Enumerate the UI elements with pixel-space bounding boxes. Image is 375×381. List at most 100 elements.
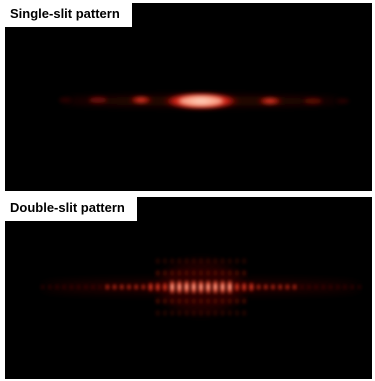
faint-fringe bbox=[191, 258, 197, 264]
faint-fringe bbox=[241, 298, 247, 304]
interference-fringe bbox=[211, 278, 219, 296]
interference-fringe bbox=[83, 284, 89, 290]
faint-fringe bbox=[169, 298, 175, 304]
interference-fringe bbox=[321, 284, 326, 290]
faint-fringe bbox=[198, 270, 204, 276]
interference-fringe bbox=[248, 281, 255, 293]
interference-fringe bbox=[47, 284, 53, 290]
faint-fringe bbox=[198, 258, 204, 264]
faint-fringe bbox=[162, 258, 168, 264]
faint-fringe bbox=[213, 298, 218, 304]
interference-fringe bbox=[270, 283, 276, 291]
faint-fringe bbox=[234, 298, 240, 304]
faint-fringe bbox=[162, 298, 168, 304]
faint-fringe bbox=[155, 310, 161, 316]
faint-fringe bbox=[162, 310, 168, 316]
faint-fringe bbox=[220, 258, 226, 264]
interference-fringe bbox=[190, 278, 198, 296]
faint-fringe bbox=[198, 310, 204, 316]
faint-fringe bbox=[234, 310, 240, 316]
interference-fringe bbox=[255, 283, 262, 291]
interference-fringe bbox=[219, 278, 227, 296]
interference-fringe bbox=[263, 283, 269, 291]
faint-fringe bbox=[177, 258, 182, 264]
faint-fringe bbox=[213, 310, 218, 316]
interference-fringe bbox=[342, 284, 348, 290]
faint-fringe bbox=[213, 270, 218, 276]
faint-fringe bbox=[227, 310, 233, 316]
interference-fringe bbox=[54, 284, 60, 290]
faint-fringe bbox=[227, 258, 233, 264]
faint-fringe bbox=[177, 298, 182, 304]
faint-fringe bbox=[184, 258, 190, 264]
faint-fringe bbox=[184, 270, 190, 276]
faint-fringe bbox=[191, 270, 197, 276]
interference-fringe bbox=[357, 284, 362, 290]
interference-fringe bbox=[168, 278, 176, 296]
faint-fringe bbox=[220, 270, 226, 276]
faint-fringe bbox=[205, 298, 211, 304]
interference-fringe bbox=[335, 284, 341, 290]
faint-fringe bbox=[198, 298, 204, 304]
interference-fringe bbox=[349, 284, 355, 290]
interference-fringe bbox=[61, 284, 67, 290]
double-slit-label: Double-slit pattern bbox=[5, 197, 137, 221]
interference-fringe bbox=[154, 281, 161, 293]
interference-fringe bbox=[284, 283, 291, 291]
interference-fringe bbox=[126, 283, 132, 291]
faint-fringe bbox=[155, 298, 161, 304]
interference-fringe bbox=[197, 278, 205, 296]
interference-fringe bbox=[277, 283, 284, 291]
faint-fringe bbox=[241, 310, 247, 316]
faint-fringe bbox=[162, 270, 168, 276]
interference-fringe bbox=[69, 284, 74, 290]
interference-fringe bbox=[104, 283, 111, 291]
interference-fringe bbox=[226, 278, 234, 296]
faint-fringe bbox=[227, 298, 233, 304]
interference-fringe bbox=[161, 281, 169, 293]
interference-fringe bbox=[119, 283, 125, 291]
faint-fringe bbox=[220, 298, 226, 304]
interference-fringe bbox=[147, 281, 154, 293]
faint-fringe bbox=[155, 258, 161, 264]
faint-fringe bbox=[205, 270, 211, 276]
interference-fringe bbox=[306, 284, 312, 290]
interference-fringe bbox=[40, 284, 45, 290]
interference-fringe bbox=[90, 284, 96, 290]
interference-fringe bbox=[328, 284, 333, 290]
faint-fringe bbox=[191, 298, 197, 304]
faint-fringe bbox=[220, 310, 226, 316]
interference-fringe bbox=[204, 278, 212, 296]
interference-fringe bbox=[299, 284, 305, 290]
faint-fringe bbox=[205, 258, 211, 264]
interference-fringe bbox=[133, 283, 139, 291]
faint-fringe bbox=[177, 270, 182, 276]
interference-fringe bbox=[111, 283, 118, 291]
faint-fringe bbox=[234, 258, 240, 264]
interference-fringe bbox=[140, 283, 147, 291]
double-slit-photo: Double-slit pattern bbox=[5, 197, 372, 379]
interference-fringe bbox=[241, 281, 248, 293]
faint-fringe bbox=[169, 270, 175, 276]
faint-fringe bbox=[227, 270, 233, 276]
faint-fringe bbox=[184, 298, 190, 304]
single-slit-label: Single-slit pattern bbox=[5, 3, 132, 27]
single-slit-photo: Single-slit pattern bbox=[5, 3, 372, 191]
faint-fringe bbox=[205, 310, 211, 316]
faint-fringe bbox=[177, 310, 182, 316]
double-slit-diffraction-image bbox=[5, 197, 372, 379]
faint-fringe bbox=[241, 270, 247, 276]
interference-fringe bbox=[313, 284, 319, 290]
single-slit-diffraction-image bbox=[5, 3, 372, 191]
faint-fringe bbox=[234, 270, 240, 276]
faint-fringe bbox=[169, 258, 175, 264]
faint-fringe bbox=[184, 310, 190, 316]
interference-fringe bbox=[175, 278, 183, 296]
faint-fringe bbox=[191, 310, 197, 316]
interference-fringe bbox=[76, 284, 81, 290]
faint-fringe bbox=[155, 270, 161, 276]
faint-fringe bbox=[169, 310, 175, 316]
interference-fringe bbox=[233, 281, 241, 293]
interference-fringe bbox=[291, 283, 298, 291]
faint-fringe bbox=[241, 258, 247, 264]
